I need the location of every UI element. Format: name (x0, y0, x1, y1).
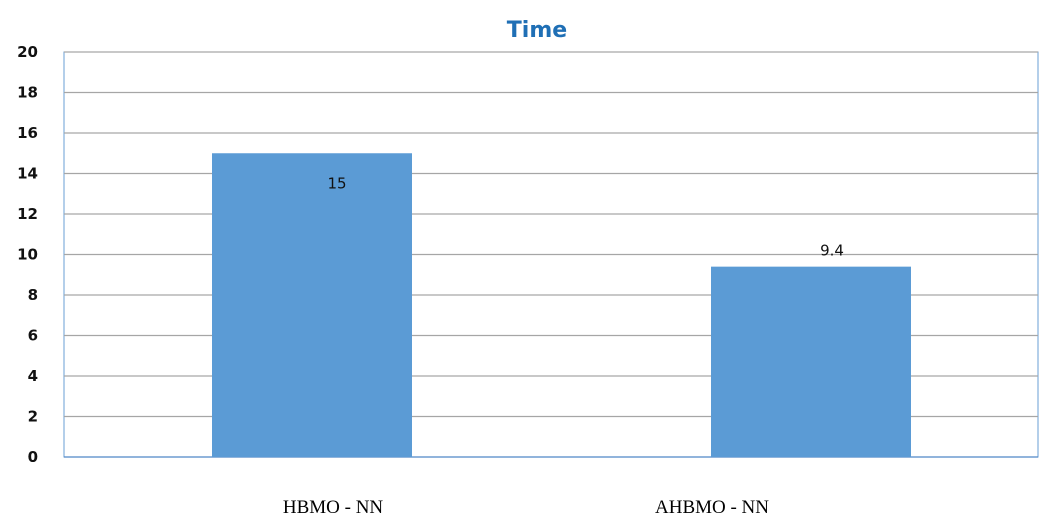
data-label: 9.4 (820, 242, 844, 260)
chart-title: Time (507, 18, 567, 43)
y-tick-label: 4 (28, 367, 38, 385)
y-tick-label: 2 (28, 408, 38, 426)
y-tick-label: 0 (28, 448, 38, 466)
y-tick-label: 16 (17, 124, 38, 142)
y-tick-label: 14 (17, 165, 38, 183)
y-axis-ticks: 0 2 4 6 8 10 12 14 16 18 20 (17, 43, 38, 466)
bar (711, 266, 911, 457)
x-category-label: AHBMO - NN (655, 497, 769, 518)
bars (212, 153, 911, 457)
data-labels: 159.4 (327, 174, 843, 259)
y-tick-label: 6 (28, 327, 38, 345)
y-tick-label: 8 (28, 286, 38, 304)
x-axis-categories: HBMO - NN AHBMO - NN (283, 497, 769, 518)
y-tick-label: 10 (17, 246, 38, 264)
bar (212, 153, 412, 457)
y-tick-label: 12 (17, 205, 38, 223)
data-label: 15 (327, 174, 346, 192)
y-tick-label: 18 (17, 84, 38, 102)
y-tick-label: 20 (17, 43, 38, 61)
x-category-label: HBMO - NN (283, 497, 384, 518)
